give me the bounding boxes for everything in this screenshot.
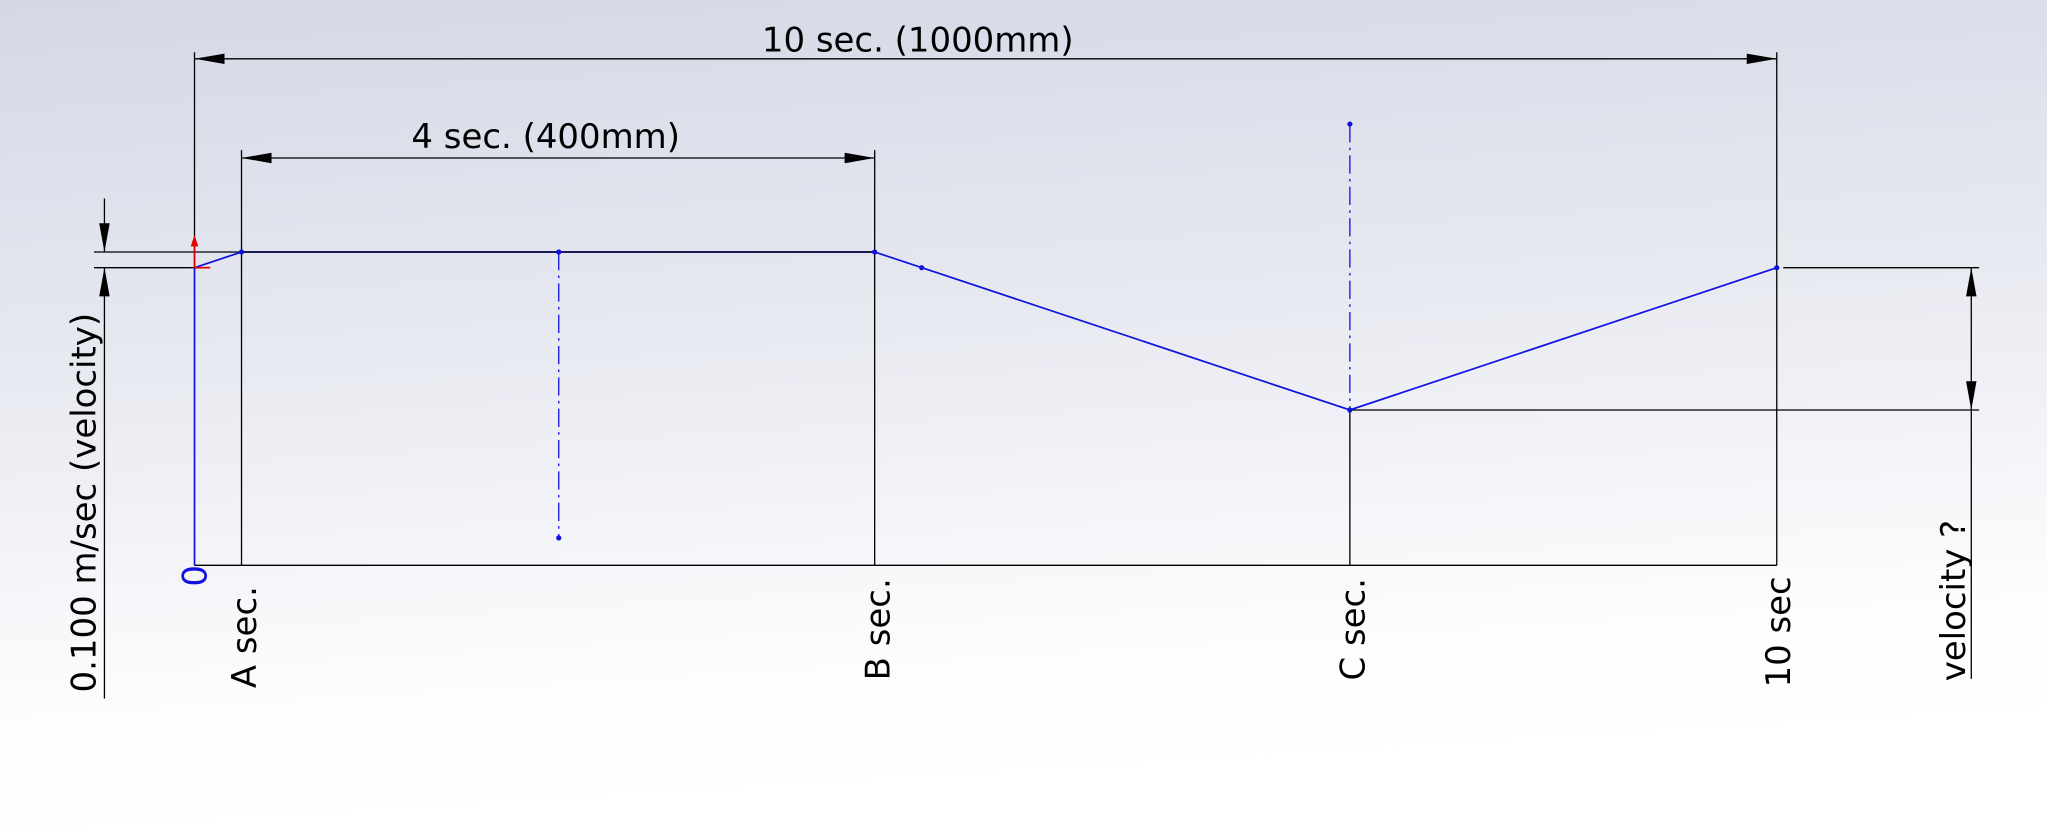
- dimension-segment: 4 sec. (400mm): [411, 117, 680, 157]
- point-label: 10 sec: [1759, 576, 1799, 687]
- dimension-total: 10 sec. (1000mm): [762, 20, 1074, 60]
- dimension-velocity-unknown: velocity ?: [1934, 520, 1974, 681]
- profile: [190, 121, 1780, 566]
- point-label: A sec.: [225, 586, 265, 688]
- extension-lines: [93, 52, 1980, 566]
- point-label: B sec.: [858, 578, 898, 680]
- dimension-lines: [99, 53, 1977, 699]
- point-label: C sec.: [1334, 578, 1374, 681]
- origin-label: 0: [176, 565, 216, 587]
- dimension-velocity-start: 0.100 m/sec (velocity): [65, 313, 105, 693]
